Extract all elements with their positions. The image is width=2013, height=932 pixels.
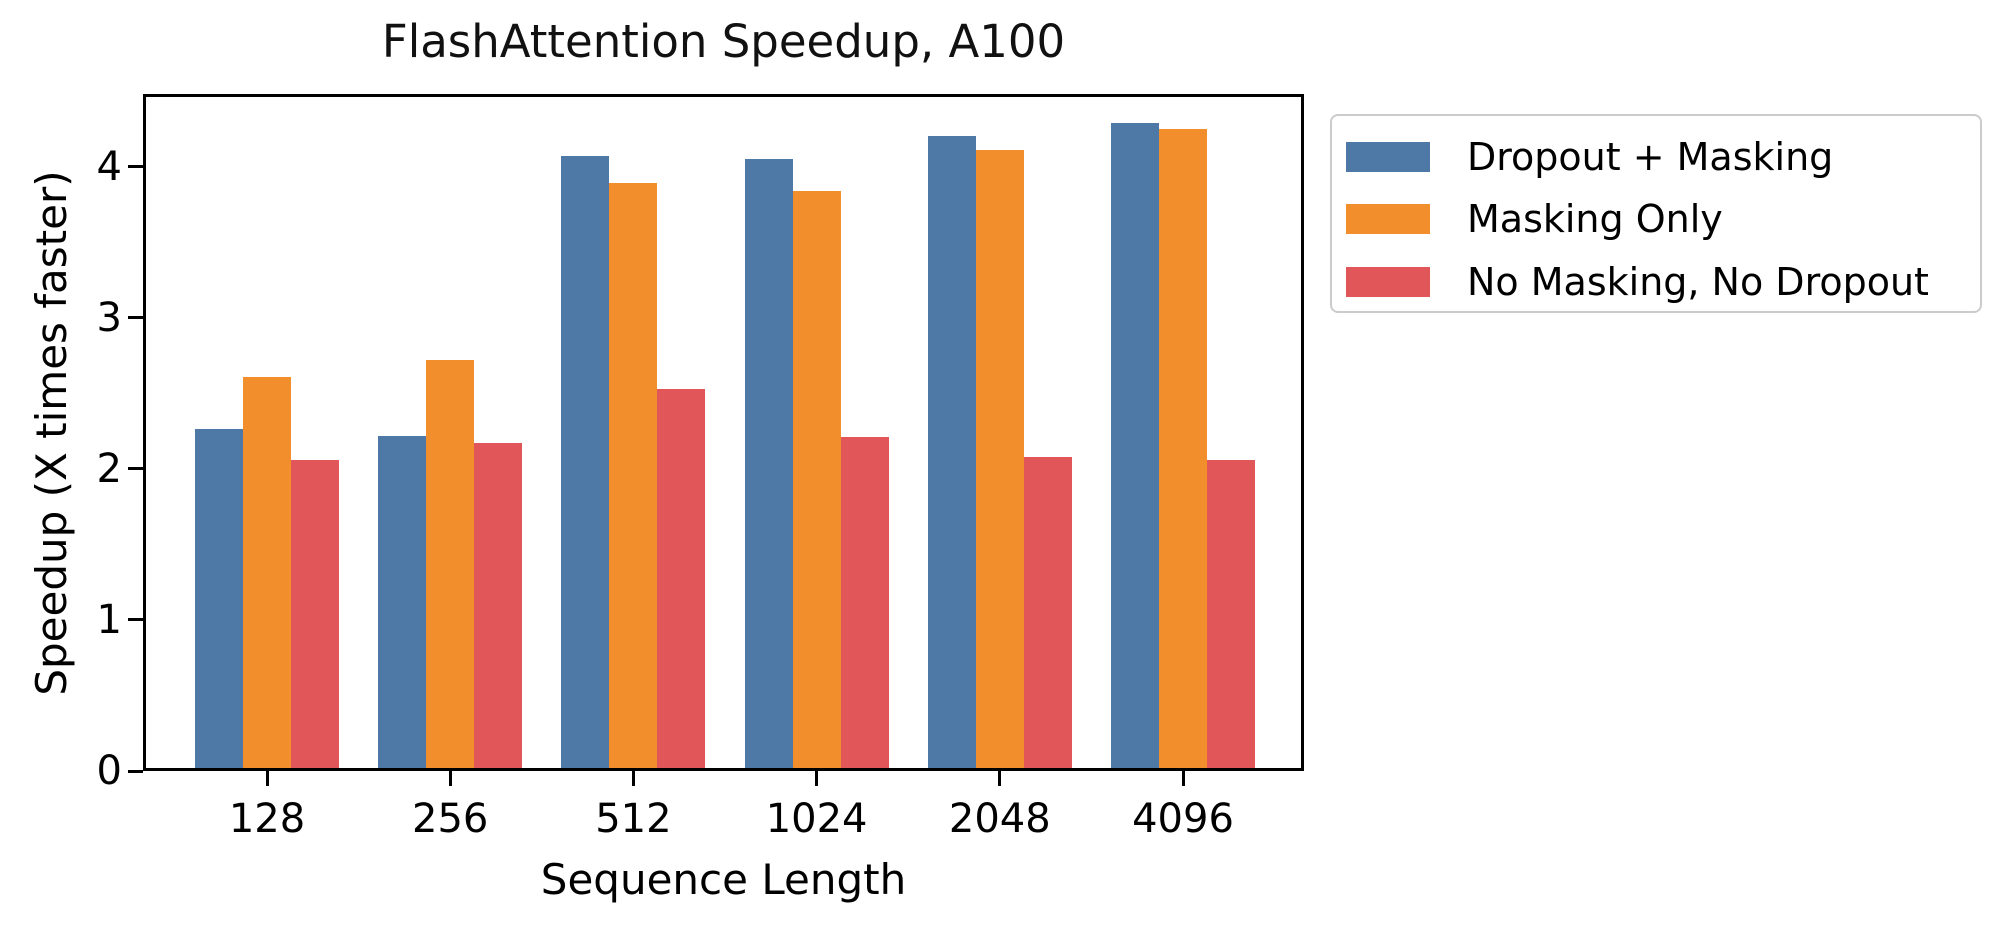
legend: Dropout + Masking Masking Only No Masking,… [1330, 114, 1982, 313]
x-tick-mark-2048 [998, 771, 1002, 786]
x-tick-label-128: 128 [228, 796, 306, 842]
bar-no-masking-no-dropout-256 [474, 443, 523, 768]
x-tick-label-256: 256 [412, 796, 489, 842]
bar-no-masking-no-dropout-4096 [1207, 460, 1255, 768]
bar-masking-only-512 [609, 183, 658, 768]
legend-item: Masking Only [1332, 197, 1980, 241]
x-tick-label-4096: 4096 [1132, 796, 1234, 842]
y-tick-mark-4 [128, 165, 143, 169]
bar-no-masking-no-dropout-512 [657, 389, 706, 768]
bar-masking-only-256 [426, 360, 475, 768]
legend-label: Masking Only [1467, 197, 1723, 241]
x-tick-mark-256 [448, 771, 452, 786]
legend-swatch-icon [1346, 142, 1430, 172]
bar-masking-only-4096 [1159, 129, 1207, 768]
x-axis-label: Sequence Length [540, 855, 907, 904]
y-tick-mark-3 [128, 316, 143, 320]
bar-dropout-masking-2048 [927, 136, 976, 768]
bar-masking-only-2048 [975, 150, 1024, 768]
legend-swatch-icon [1346, 204, 1430, 234]
x-tick-mark-1024 [815, 771, 819, 786]
bar-masking-only-1024 [792, 191, 841, 768]
y-tick-mark-1 [128, 618, 143, 622]
y-tick-label-1: 1 [96, 596, 122, 643]
legend-item: No Masking, No Dropout [1332, 260, 1980, 304]
bar-no-masking-no-dropout-128 [291, 460, 339, 768]
x-tick-label-2048: 2048 [948, 796, 1051, 842]
bar-dropout-masking-256 [378, 436, 427, 768]
chart-title: FlashAttention Speedup, A100 [381, 15, 1066, 68]
y-tick-mark-0 [128, 769, 143, 773]
bar-no-masking-no-dropout-2048 [1023, 457, 1072, 768]
x-tick-label-1024: 1024 [765, 796, 868, 842]
x-tick-label-512: 512 [595, 796, 672, 842]
bar-dropout-masking-4096 [1111, 123, 1159, 768]
bar-dropout-masking-1024 [744, 159, 793, 768]
bar-dropout-masking-512 [561, 156, 610, 768]
y-axis-label: Speedup (X times faster) [27, 170, 76, 696]
y-tick-label-4: 4 [96, 143, 122, 190]
y-tick-label-0: 0 [96, 748, 122, 794]
y-tick-label-2: 2 [96, 445, 122, 492]
x-tick-mark-128 [265, 771, 269, 786]
legend-swatch-icon [1346, 267, 1430, 297]
legend-label: No Masking, No Dropout [1467, 260, 1929, 304]
plot-area [143, 94, 1304, 771]
bar-dropout-masking-128 [195, 429, 243, 768]
y-tick-label-3: 3 [96, 294, 122, 341]
bar-no-masking-no-dropout-1024 [840, 437, 889, 768]
x-tick-mark-4096 [1181, 771, 1185, 786]
x-tick-mark-512 [631, 771, 635, 786]
y-tick-mark-2 [128, 467, 143, 471]
bar-masking-only-128 [243, 377, 291, 768]
legend-item: Dropout + Masking [1332, 135, 1980, 179]
legend-label: Dropout + Masking [1467, 135, 1834, 179]
